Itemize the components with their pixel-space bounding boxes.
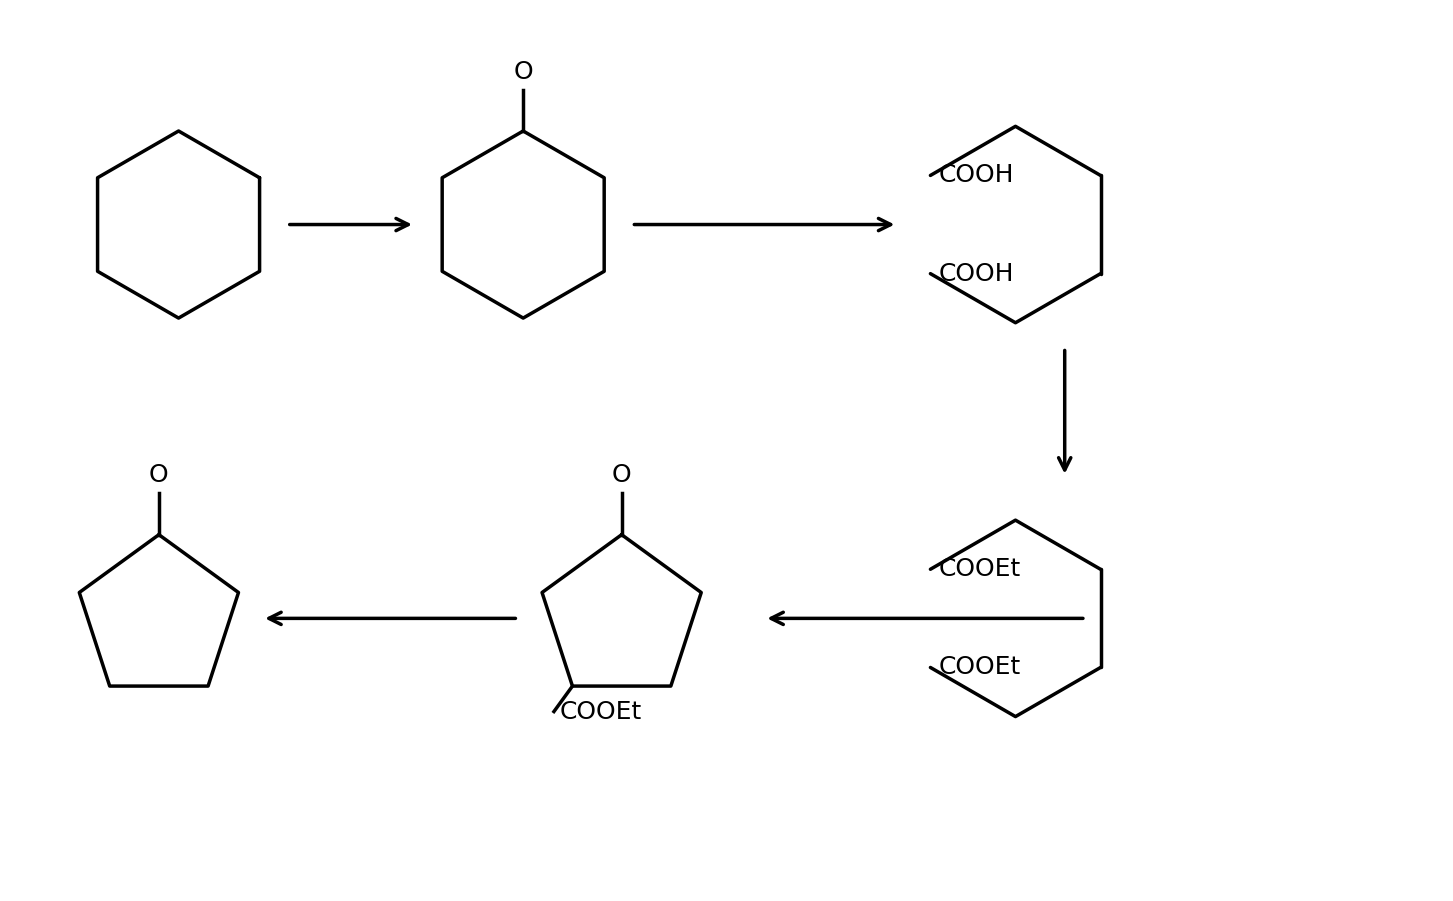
Text: COOEt: COOEt [559,699,642,724]
Text: O: O [513,59,533,84]
Text: COOEt: COOEt [939,557,1020,581]
Text: COOEt: COOEt [939,656,1020,679]
Text: COOH: COOH [939,261,1014,286]
Text: O: O [612,463,632,487]
Text: O: O [150,463,169,487]
Text: COOH: COOH [939,163,1014,187]
